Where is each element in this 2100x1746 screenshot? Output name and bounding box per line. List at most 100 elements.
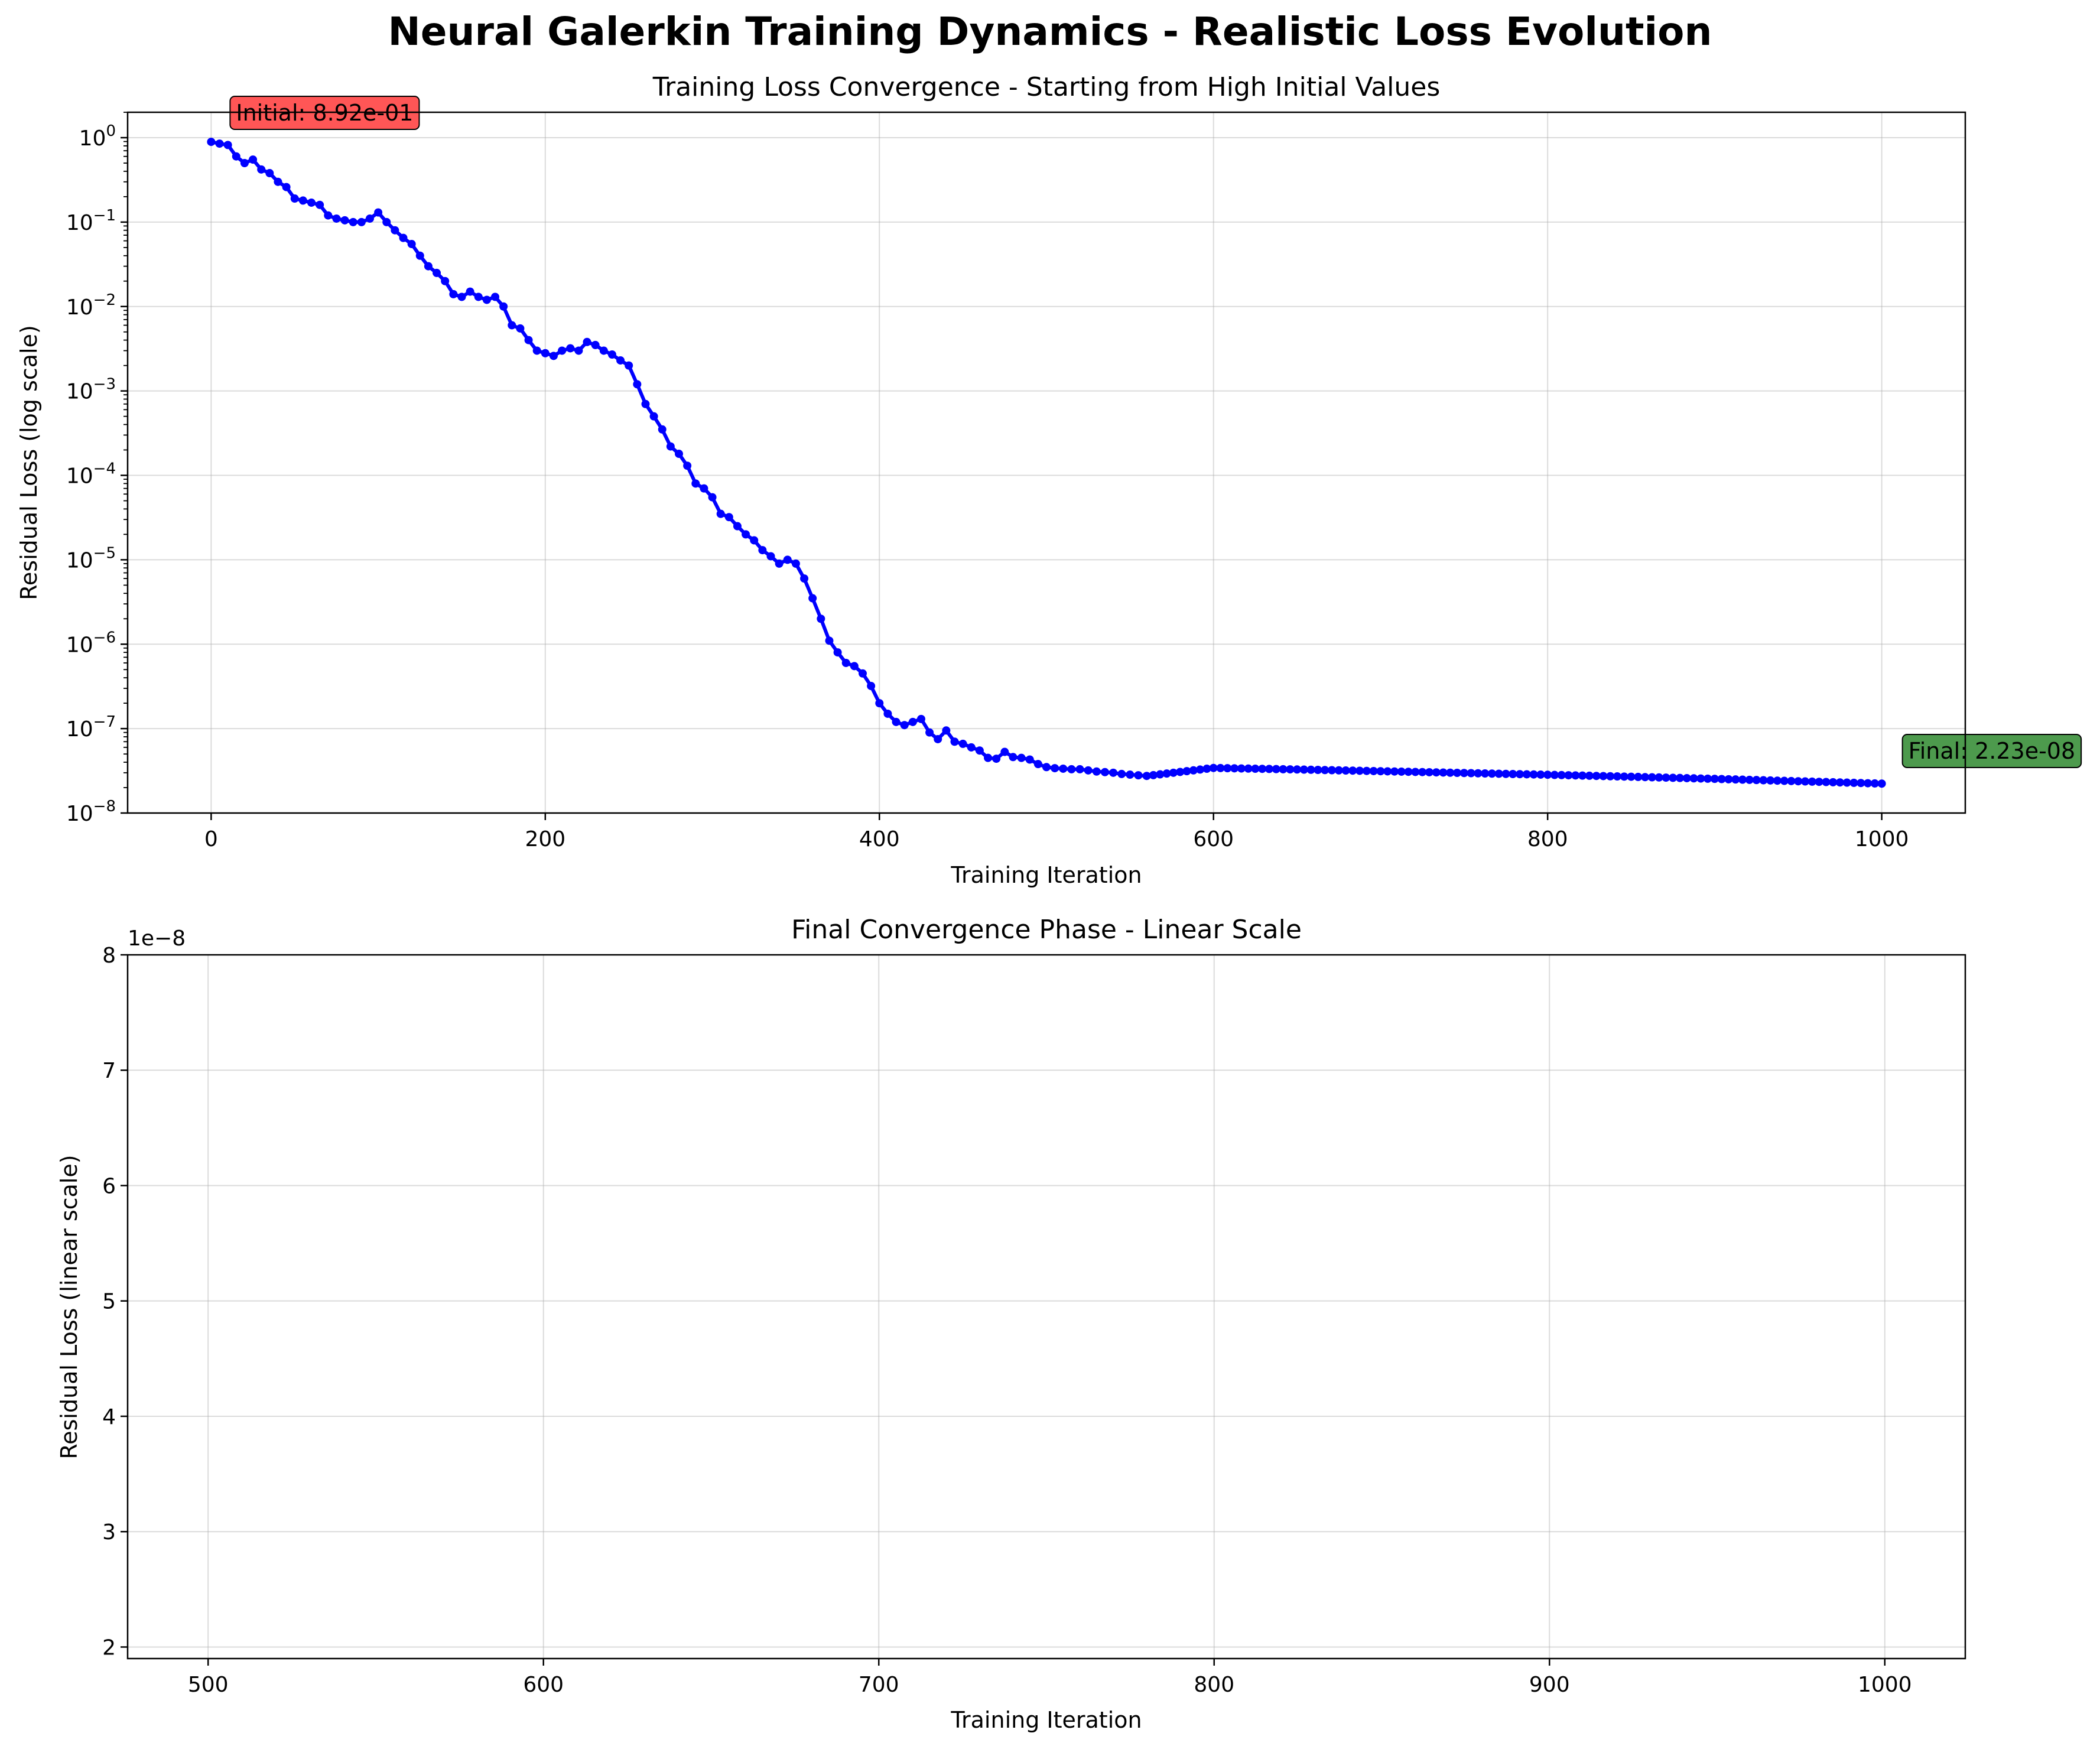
- data-point: [1446, 768, 1455, 777]
- data-point: [1439, 768, 1448, 777]
- y-tick-exponent: −6: [93, 629, 116, 646]
- data-point: [516, 324, 525, 333]
- data-point: [1042, 763, 1051, 772]
- data-point: [1251, 764, 1260, 773]
- linear-panel-title: Final Convergence Phase - Linear Scale: [791, 915, 1302, 945]
- data-point: [1432, 768, 1441, 777]
- data-point: [1738, 775, 1747, 784]
- data-point: [1606, 772, 1615, 781]
- data-point: [1334, 766, 1343, 775]
- data-point: [541, 349, 550, 357]
- data-point: [1704, 774, 1712, 783]
- data-point: [691, 479, 700, 488]
- data-point: [1877, 779, 1886, 788]
- data-point: [1571, 771, 1580, 780]
- data-point: [800, 574, 809, 583]
- data-point: [783, 555, 792, 564]
- data-point: [1017, 753, 1026, 762]
- data-point: [1117, 769, 1126, 778]
- data-point: [1126, 770, 1134, 779]
- data-point: [616, 356, 625, 365]
- data-point: [1780, 776, 1789, 785]
- data-point: [1529, 770, 1538, 779]
- data-point: [1425, 768, 1433, 776]
- data-point: [374, 208, 383, 217]
- y-tick-label: 10−4: [66, 460, 116, 489]
- data-point: [558, 346, 567, 355]
- data-point: [1202, 765, 1211, 773]
- data-point: [683, 461, 692, 470]
- data-point: [724, 513, 733, 522]
- x-tick-label: 1000: [1855, 827, 1909, 851]
- data-point: [1156, 770, 1165, 779]
- y-tick-base: 10: [66, 380, 93, 404]
- data-point: [716, 509, 725, 518]
- data-point: [967, 743, 976, 752]
- y-tick-base: 10: [66, 802, 93, 826]
- data-point: [733, 522, 742, 531]
- data-point: [1390, 767, 1399, 776]
- data-point: [1794, 777, 1803, 786]
- data-point: [1864, 779, 1873, 788]
- data-point: [491, 292, 499, 301]
- data-point: [984, 753, 993, 762]
- data-point: [249, 155, 258, 164]
- y-tick-label: 10−5: [66, 544, 116, 573]
- data-point: [1815, 778, 1823, 786]
- x-tick-label: 900: [1529, 1673, 1570, 1697]
- data-point: [808, 594, 817, 603]
- data-point: [466, 287, 474, 296]
- data-point: [758, 546, 767, 555]
- y-tick-base: 10: [79, 126, 106, 151]
- data-point: [1494, 769, 1503, 778]
- data-point: [232, 152, 240, 161]
- y-tick-label: 4: [102, 1405, 116, 1429]
- data-point: [1759, 776, 1768, 785]
- data-point: [391, 226, 399, 235]
- data-point: [365, 214, 374, 223]
- data-point: [625, 361, 633, 370]
- data-point: [282, 183, 291, 191]
- data-point: [215, 139, 224, 148]
- data-point: [958, 739, 967, 748]
- data-point: [708, 493, 717, 502]
- data-point: [1696, 774, 1705, 783]
- data-point: [1557, 770, 1566, 779]
- data-point: [1362, 766, 1371, 775]
- data-point: [1383, 767, 1392, 776]
- linear-panel-y-ticks: 2 3 4 5 6 7 8: [102, 944, 128, 1660]
- data-point: [1033, 760, 1042, 769]
- data-point: [1025, 755, 1034, 764]
- data-point: [207, 138, 216, 147]
- linear-panel-frame: [126, 954, 1966, 1660]
- data-point: [1258, 765, 1267, 773]
- loss-log-panel: Training Loss Convergence - Starting fro…: [16, 72, 2082, 888]
- x-tick-label: 600: [523, 1673, 564, 1697]
- y-tick-base: 10: [66, 548, 93, 573]
- data-point: [524, 336, 533, 344]
- data-point: [1647, 773, 1656, 782]
- data-point: [1418, 768, 1427, 776]
- data-point: [925, 728, 934, 737]
- log-panel-title: Training Loss Convergence - Starting fro…: [652, 72, 1441, 102]
- y-tick-base: 10: [66, 295, 93, 320]
- data-point: [1787, 776, 1796, 785]
- data-point: [1369, 766, 1378, 775]
- data-point: [641, 399, 650, 408]
- data-point: [1543, 770, 1552, 779]
- data-point: [1766, 776, 1775, 785]
- y-tick-label: 10−2: [66, 291, 116, 320]
- data-point: [1109, 768, 1118, 777]
- data-point: [1075, 765, 1084, 773]
- data-point: [1676, 773, 1685, 782]
- data-point: [307, 198, 316, 207]
- data-point: [1509, 769, 1517, 778]
- data-point: [1286, 765, 1295, 774]
- data-point: [1404, 768, 1413, 776]
- final-annotation-box: [1901, 734, 2082, 768]
- data-point: [1662, 773, 1670, 782]
- data-point: [1627, 772, 1636, 781]
- data-point: [1467, 769, 1475, 778]
- data-point: [223, 141, 232, 149]
